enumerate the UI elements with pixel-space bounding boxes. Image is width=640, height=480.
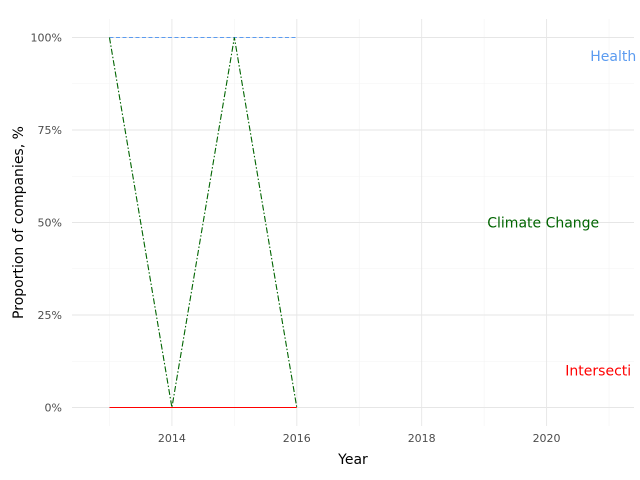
series-labels: Health Climate Change Intersecti — [487, 49, 636, 380]
y-tick-label: 0% — [45, 402, 62, 415]
series-lines — [108, 36, 298, 409]
y-tick-label: 100% — [31, 32, 62, 45]
series-label-0: Health — [590, 49, 636, 65]
y-tick-label: 50% — [38, 217, 62, 230]
y-tick-label: 25% — [38, 309, 62, 322]
series-line-1 — [108, 37, 298, 408]
y-tick-label: 75% — [38, 124, 62, 137]
x-tick-label: 2020 — [533, 432, 561, 445]
x-tick-label: 2014 — [158, 432, 186, 445]
series-label-1: Climate Change — [487, 216, 599, 232]
x-axis-title: Year — [337, 452, 368, 468]
x-axis-tick-labels: 2014 2016 2018 2020 — [158, 432, 561, 445]
x-tick-label: 2016 — [283, 432, 311, 445]
y-axis-title: Proportion of companies, % — [11, 126, 27, 319]
y-axis-tick-labels: 0% 25% 50% 75% 100% — [31, 32, 62, 415]
x-tick-label: 2018 — [408, 432, 436, 445]
series-label-2: Intersecti — [565, 364, 631, 380]
